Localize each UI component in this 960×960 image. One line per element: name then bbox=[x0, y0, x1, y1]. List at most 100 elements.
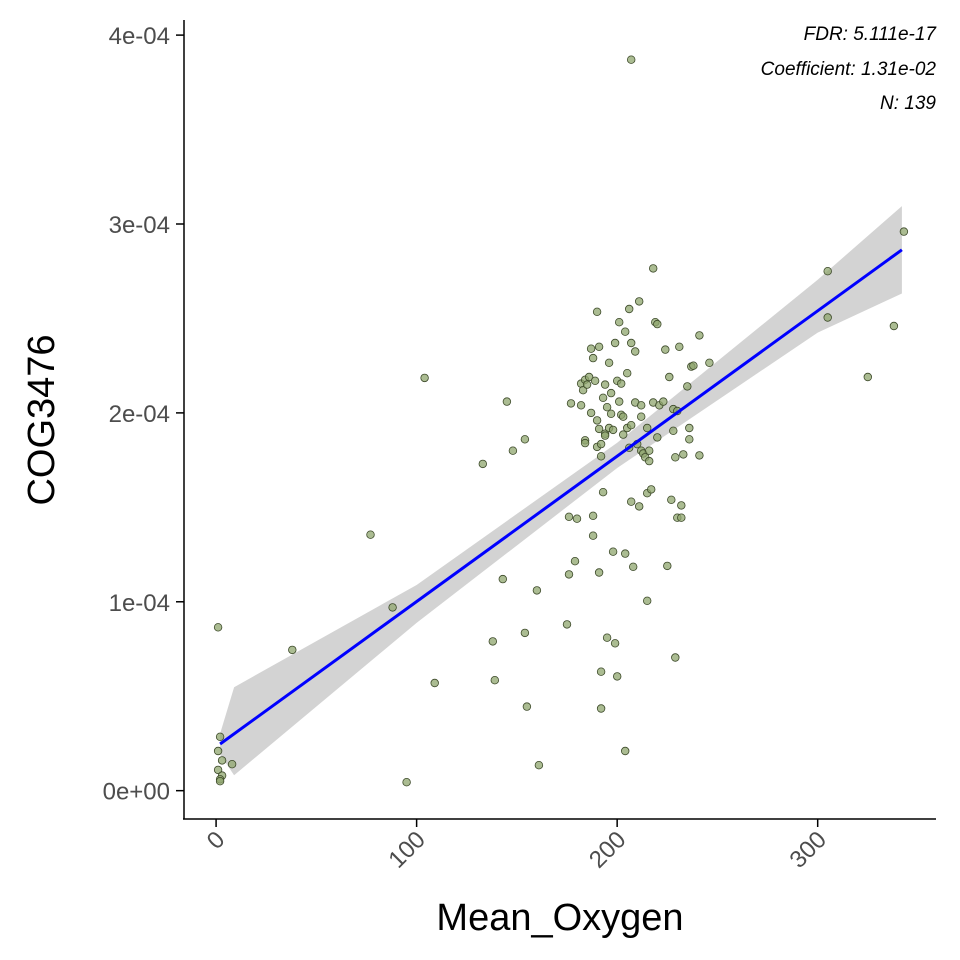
data-point bbox=[705, 358, 714, 367]
data-point bbox=[594, 568, 604, 577]
data-point bbox=[645, 456, 654, 466]
data-point bbox=[534, 761, 544, 770]
data-point bbox=[520, 435, 530, 444]
y-tick-label: 2e-04 bbox=[109, 401, 170, 428]
data-point bbox=[388, 603, 397, 612]
fit-line-layer bbox=[219, 248, 903, 746]
y-tick-label: 3e-04 bbox=[109, 212, 170, 239]
data-point bbox=[899, 227, 909, 236]
data-point bbox=[586, 408, 596, 418]
data-point bbox=[619, 430, 628, 439]
data-point bbox=[823, 313, 832, 322]
data-point bbox=[366, 530, 375, 539]
data-point bbox=[562, 620, 572, 629]
data-point bbox=[420, 373, 429, 383]
data-point bbox=[213, 623, 223, 632]
data-point bbox=[627, 421, 636, 430]
data-point bbox=[665, 372, 674, 382]
data-point bbox=[498, 574, 507, 584]
data-point bbox=[586, 344, 596, 353]
data-point bbox=[588, 511, 598, 520]
data-point bbox=[596, 704, 606, 713]
data-point bbox=[610, 338, 620, 348]
y-tick-label: 0e+00 bbox=[103, 779, 170, 806]
data-point bbox=[643, 423, 652, 433]
data-point bbox=[570, 557, 580, 566]
data-point bbox=[653, 319, 662, 329]
data-point bbox=[490, 676, 499, 685]
data-point bbox=[617, 379, 626, 388]
data-point bbox=[629, 562, 638, 571]
data-point bbox=[508, 446, 518, 455]
data-point bbox=[823, 267, 832, 276]
y-axis-title: COG3476 bbox=[21, 334, 63, 505]
data-point bbox=[637, 401, 646, 410]
data-point bbox=[608, 425, 618, 435]
data-point bbox=[580, 438, 590, 448]
data-point bbox=[689, 361, 698, 370]
confidence-band bbox=[220, 206, 902, 776]
data-point bbox=[590, 376, 600, 385]
data-point bbox=[576, 401, 586, 410]
data-point bbox=[613, 672, 622, 681]
data-point bbox=[863, 372, 872, 382]
data-point bbox=[213, 765, 223, 775]
data-point bbox=[671, 453, 680, 462]
ticks-layer: 0e+00 1e-04 2e-04 3e-04 4e-04 0 100 200 300 bbox=[103, 23, 832, 873]
data-point bbox=[637, 412, 646, 421]
data-point bbox=[675, 342, 684, 351]
data-point bbox=[598, 488, 608, 497]
data-point bbox=[635, 502, 644, 511]
data-point bbox=[669, 426, 678, 435]
data-point bbox=[594, 342, 604, 351]
data-point bbox=[653, 433, 662, 442]
fit-line bbox=[219, 248, 903, 746]
data-point bbox=[621, 549, 630, 558]
data-point bbox=[564, 512, 574, 521]
data-point bbox=[596, 452, 606, 461]
fdr-annotation: FDR: 5.111e-17 bbox=[804, 24, 938, 45]
data-point bbox=[889, 321, 899, 331]
data-point bbox=[635, 297, 644, 306]
data-point bbox=[488, 637, 497, 646]
data-point bbox=[596, 439, 606, 449]
data-point bbox=[566, 399, 576, 408]
data-point bbox=[227, 760, 237, 769]
data-point bbox=[627, 497, 636, 506]
n-annotation: N: 139 bbox=[880, 93, 936, 114]
data-point bbox=[671, 653, 680, 662]
data-point bbox=[621, 746, 630, 756]
data-point bbox=[602, 403, 612, 412]
confidence-band-layer bbox=[220, 206, 902, 776]
data-point bbox=[288, 645, 297, 655]
data-point bbox=[677, 513, 686, 522]
x-tick-label: 100 bbox=[383, 826, 430, 873]
data-point bbox=[213, 746, 223, 756]
data-point bbox=[663, 561, 672, 571]
data-point bbox=[596, 667, 606, 676]
data-point bbox=[615, 318, 624, 327]
data-point bbox=[683, 382, 692, 391]
data-point bbox=[604, 358, 614, 367]
data-point bbox=[217, 756, 227, 765]
data-point bbox=[606, 409, 616, 418]
data-point bbox=[685, 423, 694, 433]
data-point bbox=[582, 380, 592, 389]
data-point bbox=[532, 586, 542, 595]
data-point bbox=[478, 459, 487, 469]
data-point bbox=[677, 501, 686, 510]
data-point bbox=[643, 596, 652, 605]
data-point bbox=[610, 639, 620, 648]
data-point bbox=[661, 345, 670, 354]
data-point bbox=[588, 353, 598, 363]
data-point bbox=[695, 331, 704, 340]
data-point bbox=[592, 307, 602, 316]
data-point bbox=[649, 264, 658, 273]
data-point bbox=[645, 446, 654, 455]
points-layer bbox=[213, 55, 909, 787]
data-point bbox=[602, 633, 612, 642]
data-point bbox=[631, 347, 640, 356]
data-point bbox=[608, 547, 618, 556]
x-tick-label: 300 bbox=[785, 826, 832, 873]
data-point bbox=[625, 304, 634, 314]
